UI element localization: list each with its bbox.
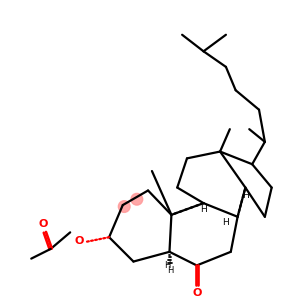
Text: H: H: [167, 266, 173, 275]
Text: O: O: [192, 288, 201, 298]
Text: H: H: [242, 191, 249, 200]
Text: H: H: [164, 261, 171, 270]
Circle shape: [118, 201, 130, 212]
Text: H: H: [223, 218, 229, 227]
Text: O: O: [75, 236, 84, 247]
Text: H: H: [200, 206, 207, 214]
Text: O: O: [39, 219, 48, 229]
Circle shape: [131, 194, 143, 205]
